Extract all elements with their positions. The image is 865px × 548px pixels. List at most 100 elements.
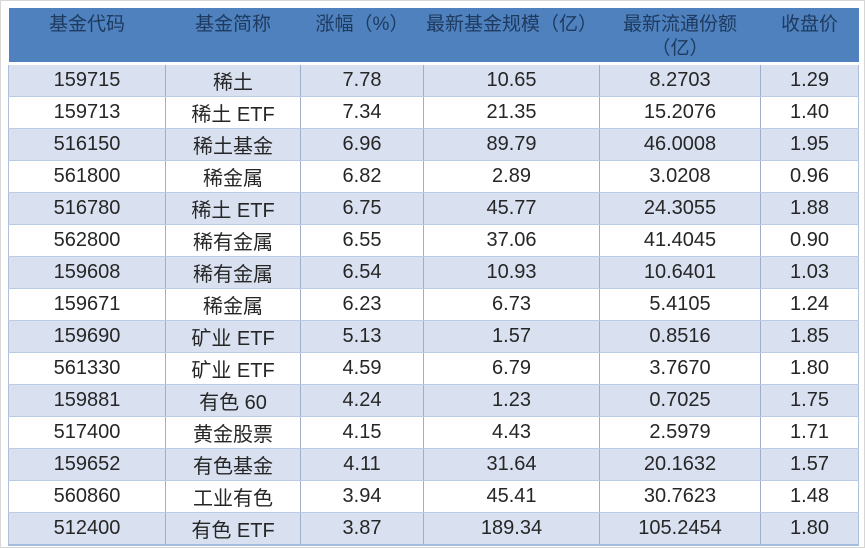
table-row: 561330 矿业 ETF 4.59 6.79 3.7670 1.80 — [8, 352, 859, 385]
col-header-label: 基金代码 — [48, 14, 125, 35]
col-header-close-price: 收盘价 — [760, 8, 859, 65]
cell-circulating-shares: 10.6401 — [599, 256, 761, 289]
cell-fund-code: 561800 — [8, 160, 166, 193]
cell-fund-name: 稀金属 — [165, 160, 301, 193]
cell-close-price: 1.80 — [760, 352, 859, 385]
cell-circulating-shares: 15.2076 — [599, 96, 761, 129]
cell-close-price: 1.48 — [760, 480, 859, 513]
cell-change-pct: 6.54 — [300, 256, 424, 289]
cell-fund-name: 稀有金属 — [165, 224, 301, 257]
cell-change-pct: 5.13 — [300, 320, 424, 353]
cell-circulating-shares: 41.4045 — [599, 224, 761, 257]
cell-fund-scale: 31.64 — [423, 448, 600, 481]
cell-circulating-shares: 8.2703 — [599, 63, 761, 97]
cell-close-price: 1.03 — [760, 256, 859, 289]
cell-fund-name: 有色基金 — [165, 448, 301, 481]
cell-fund-scale: 6.79 — [423, 352, 600, 385]
cell-close-price: 1.57 — [760, 448, 859, 481]
cell-fund-code: 159671 — [8, 288, 166, 321]
table-row: 159690 矿业 ETF 5.13 1.57 0.8516 1.85 — [8, 320, 859, 353]
cell-fund-scale: 89.79 — [423, 128, 600, 161]
cell-change-pct: 6.75 — [300, 192, 424, 225]
cell-fund-code: 560860 — [8, 480, 166, 513]
fund-table: 基金代码 基金简称 涨幅（%） 最新基金规模（亿） 最新流通份额 （亿） 收盘价… — [8, 8, 859, 546]
cell-fund-scale: 10.65 — [423, 63, 600, 97]
cell-circulating-shares: 5.4105 — [599, 288, 761, 321]
cell-fund-scale: 45.41 — [423, 480, 600, 513]
table-row: 159608 稀有金属 6.54 10.93 10.6401 1.03 — [8, 256, 859, 289]
cell-close-price: 0.96 — [760, 160, 859, 193]
cell-change-pct: 3.87 — [300, 512, 424, 546]
col-header-label: 最新流通份额 — [622, 14, 737, 35]
cell-fund-name: 工业有色 — [165, 480, 301, 513]
col-header-fund-name: 基金简称 — [165, 8, 301, 65]
cell-close-price: 1.40 — [760, 96, 859, 129]
cell-fund-scale: 45.77 — [423, 192, 600, 225]
cell-close-price: 1.95 — [760, 128, 859, 161]
cell-fund-code: 516780 — [8, 192, 166, 225]
cell-fund-scale: 6.73 — [423, 288, 600, 321]
table-row: 561800 稀金属 6.82 2.89 3.0208 0.96 — [8, 160, 859, 193]
cell-change-pct: 7.34 — [300, 96, 424, 129]
cell-fund-code: 159715 — [8, 63, 166, 97]
cell-fund-code: 159881 — [8, 384, 166, 417]
col-header-circulating-shares: 最新流通份额 （亿） — [599, 8, 761, 65]
table-row: 159671 稀金属 6.23 6.73 5.4105 1.24 — [8, 288, 859, 321]
cell-close-price: 1.24 — [760, 288, 859, 321]
cell-fund-name: 稀土基金 — [165, 128, 301, 161]
cell-change-pct: 4.24 — [300, 384, 424, 417]
cell-fund-name: 矿业 ETF — [165, 320, 301, 353]
cell-fund-code: 159652 — [8, 448, 166, 481]
cell-fund-code: 512400 — [8, 512, 166, 546]
table-row: 516150 稀土基金 6.96 89.79 46.0008 1.95 — [8, 128, 859, 161]
cell-fund-scale: 21.35 — [423, 96, 600, 129]
table-row: 517400 黄金股票 4.15 4.43 2.5979 1.71 — [8, 416, 859, 449]
col-header-label: 收盘价 — [780, 14, 838, 35]
cell-fund-name: 稀土 ETF — [165, 96, 301, 129]
cell-close-price: 1.85 — [760, 320, 859, 353]
cell-close-price: 1.80 — [760, 512, 859, 546]
cell-circulating-shares: 2.5979 — [599, 416, 761, 449]
cell-circulating-shares: 0.7025 — [599, 384, 761, 417]
cell-change-pct: 4.15 — [300, 416, 424, 449]
cell-fund-code: 159713 — [8, 96, 166, 129]
col-header-fund-scale: 最新基金规模（亿） — [423, 8, 600, 65]
cell-fund-scale: 10.93 — [423, 256, 600, 289]
cell-fund-code: 561330 — [8, 352, 166, 385]
col-header-label: 涨幅（%） — [315, 14, 409, 35]
cell-change-pct: 4.59 — [300, 352, 424, 385]
table-row: 159713 稀土 ETF 7.34 21.35 15.2076 1.40 — [8, 96, 859, 129]
col-header-change-pct: 涨幅（%） — [300, 8, 424, 65]
col-header-label: 基金简称 — [194, 14, 271, 35]
cell-fund-code: 159690 — [8, 320, 166, 353]
cell-fund-name: 矿业 ETF — [165, 352, 301, 385]
col-header-label: 最新基金规模（亿） — [425, 14, 597, 35]
cell-circulating-shares: 30.7623 — [599, 480, 761, 513]
cell-fund-scale: 4.43 — [423, 416, 600, 449]
cell-circulating-shares: 24.3055 — [599, 192, 761, 225]
cell-circulating-shares: 105.2454 — [599, 512, 761, 546]
cell-circulating-shares: 3.7670 — [599, 352, 761, 385]
cell-circulating-shares: 3.0208 — [599, 160, 761, 193]
cell-fund-code: 562800 — [8, 224, 166, 257]
cell-change-pct: 6.23 — [300, 288, 424, 321]
cell-change-pct: 6.96 — [300, 128, 424, 161]
table-row: 560860 工业有色 3.94 45.41 30.7623 1.48 — [8, 480, 859, 513]
cell-fund-code: 516150 — [8, 128, 166, 161]
cell-change-pct: 4.11 — [300, 448, 424, 481]
cell-fund-name: 有色 60 — [165, 384, 301, 417]
cell-change-pct: 3.94 — [300, 480, 424, 513]
cell-change-pct: 6.55 — [300, 224, 424, 257]
cell-fund-scale: 189.34 — [423, 512, 600, 546]
cell-close-price: 1.75 — [760, 384, 859, 417]
cell-circulating-shares: 0.8516 — [599, 320, 761, 353]
cell-change-pct: 6.82 — [300, 160, 424, 193]
table-row: 516780 稀土 ETF 6.75 45.77 24.3055 1.88 — [8, 192, 859, 225]
cell-fund-code: 159608 — [8, 256, 166, 289]
cell-fund-name: 稀有金属 — [165, 256, 301, 289]
cell-circulating-shares: 20.1632 — [599, 448, 761, 481]
table-row: 159715 稀土 7.78 10.65 8.2703 1.29 — [8, 63, 859, 97]
cell-close-price: 1.71 — [760, 416, 859, 449]
cell-change-pct: 7.78 — [300, 63, 424, 97]
